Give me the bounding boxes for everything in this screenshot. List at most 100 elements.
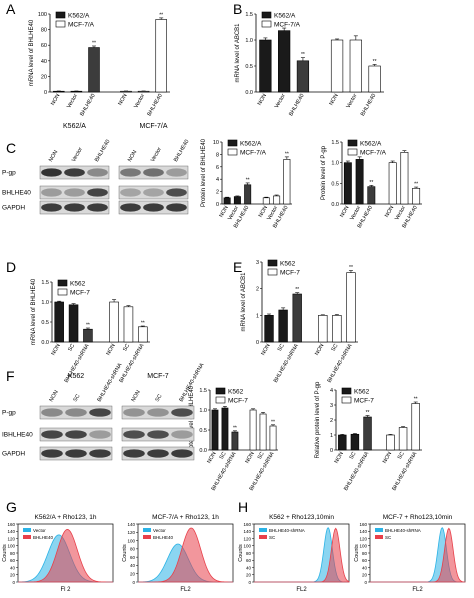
x-tick-label: BHLHE40 xyxy=(147,93,164,117)
y-tick-label: 0.0 xyxy=(199,448,207,454)
legend-swatch xyxy=(55,20,66,28)
x-tick-label: Vector xyxy=(274,93,287,110)
lane-label: NON xyxy=(48,149,59,163)
blot-band xyxy=(147,430,169,439)
histogram-h1: K562 + Rho123,10min 0 20 40 60 80 100 120 140 160… xyxy=(238,514,350,593)
blot-band xyxy=(147,449,169,458)
y-axis-label: Counts xyxy=(238,544,244,562)
panel-letter-c: C xyxy=(6,140,16,156)
y-tick-label: 80 xyxy=(246,551,252,556)
y-tick-label: 0 xyxy=(256,340,259,346)
y-tick-label: 0.5 xyxy=(41,320,49,326)
y-tick-label: 60 xyxy=(130,555,136,560)
legend-swatch xyxy=(227,139,238,147)
y-tick-label: 140 xyxy=(359,529,367,534)
histogram-series xyxy=(18,529,113,583)
y-tick-label: 60 xyxy=(246,558,252,563)
y-tick-label: 1.5 xyxy=(41,280,49,286)
y-tick-label: 0.0 xyxy=(41,340,49,346)
bar xyxy=(211,409,219,451)
sig-label: ** xyxy=(285,151,289,157)
x-tick-label: NON xyxy=(334,451,345,465)
y-tick-label: 80 xyxy=(130,547,136,552)
histogram-g2: MCF-7/A + Rho123, 1h 0 20 40 60 80 100 120 140 Co… xyxy=(122,514,234,593)
blot-header: K562 xyxy=(68,373,84,380)
y-tick-label: 160 xyxy=(359,522,367,527)
blot-row-label: GAPDH xyxy=(2,451,25,458)
blot-band xyxy=(123,449,145,458)
x-axis-label: FL2 xyxy=(296,587,307,593)
legend-swatch xyxy=(143,535,151,539)
y-tick-label: 0 xyxy=(44,90,47,96)
sig-label: ** xyxy=(414,397,418,403)
x-tick-label: Vector xyxy=(133,93,146,110)
bar xyxy=(68,304,79,343)
y-axis-label: Protein level of BHLHE40 xyxy=(189,385,195,454)
blot-row-label: IBHLHE40 xyxy=(2,432,33,439)
legend-swatch xyxy=(267,259,278,267)
legend-label: K562 xyxy=(228,389,244,396)
sig-label: ** xyxy=(369,180,373,186)
panel-letter-b: B xyxy=(233,1,242,17)
bar xyxy=(221,407,229,451)
blot-band xyxy=(171,408,193,417)
y-tick-label: 140 xyxy=(7,529,15,534)
x-tick-label: NON xyxy=(258,205,269,219)
bar xyxy=(137,90,150,93)
sig-label: ** xyxy=(271,419,275,425)
chart-b: 0.0 0.5 1.0 1.5 mRNA level of ABCB1 NON Vector… xyxy=(235,11,384,117)
legend-swatch xyxy=(347,148,358,156)
histogram-h2: MCF-7 + Rho123,10min 0 20 40 60 80 100 120 140 16… xyxy=(354,514,466,593)
bar xyxy=(296,60,310,93)
blot-band xyxy=(120,188,141,197)
y-tick-label: 20 xyxy=(246,573,252,578)
legend-swatch xyxy=(341,387,352,395)
blot-band xyxy=(166,168,187,177)
y-tick-label: 60 xyxy=(362,558,368,563)
x-tick-label: NON xyxy=(314,343,325,357)
bar xyxy=(388,162,397,205)
legend-swatch xyxy=(227,148,238,156)
y-tick-label: 0.5 xyxy=(245,64,253,70)
y-tick-label: 160 xyxy=(7,522,15,527)
y-tick-label: 120 xyxy=(127,530,135,535)
lane-label: Vector xyxy=(150,146,163,163)
y-tick-label: 100 xyxy=(7,544,15,549)
legend-label: BHLHE40-shRNA xyxy=(385,528,421,533)
sig-label: ** xyxy=(301,52,305,58)
x-tick-label: Vector xyxy=(346,93,359,110)
histogram-series xyxy=(254,527,350,583)
blot-header: MCF-7/A xyxy=(140,123,168,130)
panel-letter-d: D xyxy=(6,259,16,275)
bar xyxy=(368,65,381,93)
legend-label: BHLHE40-shRNA xyxy=(269,528,305,533)
y-tick-label: 4 xyxy=(216,177,219,183)
bar xyxy=(259,413,267,451)
legend-label: SC xyxy=(385,535,392,540)
legend-swatch xyxy=(341,396,352,404)
lane-label: BHLHE40 xyxy=(94,139,111,163)
x-tick-label: SC xyxy=(397,451,406,461)
y-tick-label: 100 xyxy=(127,538,135,543)
blot-band xyxy=(120,203,141,212)
legend-label: MCF-7/A xyxy=(68,22,95,29)
x-axis-label: FL2 xyxy=(180,587,191,593)
y-tick-label: 160 xyxy=(243,522,251,527)
blot-band xyxy=(87,203,108,212)
bar xyxy=(259,39,272,93)
y-tick-label: 60 xyxy=(41,43,47,49)
legend-swatch xyxy=(23,535,31,539)
legend-swatch xyxy=(55,11,66,19)
y-tick-label: 60 xyxy=(10,558,16,563)
y-tick-label: 0 xyxy=(364,580,367,585)
x-tick-label: SC xyxy=(349,451,358,461)
chart-f2: 0 1 2 3 4 Relative protein level of P-gp NON SC… xyxy=(315,381,422,492)
y-axis-label: Relative protein level of P-gp xyxy=(315,381,321,458)
blot-band xyxy=(143,203,164,212)
bar xyxy=(231,431,239,451)
x-tick-label: NON xyxy=(50,93,61,107)
blot-band xyxy=(41,168,62,177)
x-tick-label: NON xyxy=(257,93,268,107)
